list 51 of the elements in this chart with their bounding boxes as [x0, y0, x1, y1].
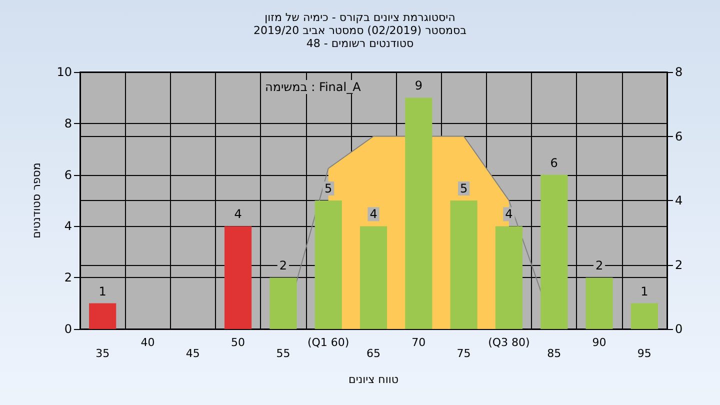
- x-tick-label: 45: [186, 347, 200, 360]
- bar: [314, 200, 342, 329]
- y-axis-title: מספר סטודנטים: [30, 162, 43, 238]
- y2-tick-label: 0: [675, 322, 683, 336]
- y-tick-label: 10: [56, 65, 72, 79]
- annotation: במשימה : Final_A: [265, 80, 362, 94]
- data-label: 4: [370, 207, 378, 222]
- data-label: 2: [595, 258, 604, 273]
- x-tick-label: 95: [637, 347, 652, 360]
- bar: [405, 98, 432, 329]
- bar: [360, 226, 388, 329]
- bar: [89, 303, 116, 329]
- x-axis-title: טווח ציונים: [348, 373, 398, 386]
- x-tick-label: 90: [592, 336, 606, 349]
- data-label: 9: [414, 78, 422, 93]
- bar: [495, 226, 523, 329]
- y2-tick-label: 4: [675, 194, 683, 208]
- data-label: 5: [324, 182, 332, 196]
- data-label: 4: [505, 207, 513, 222]
- y-tick-label: 0: [64, 322, 72, 336]
- bar: [270, 278, 297, 329]
- y-tick-label: 2: [64, 270, 72, 285]
- x-tick-label: 50: [231, 336, 246, 349]
- x-tick-label: 70: [412, 336, 426, 349]
- data-label: 5: [460, 182, 468, 196]
- y2-tick-label: 2: [675, 258, 683, 272]
- x-tick-label: (Q1 60): [307, 336, 350, 349]
- x-tick-label: 75: [456, 347, 471, 360]
- x-tick-label: 85: [547, 347, 562, 360]
- data-label: 4: [234, 207, 242, 222]
- x-tick-label: 65: [366, 347, 380, 360]
- bar: [540, 174, 568, 329]
- chart-subtitle: בסמסטר (02/2019) סמסטר אביב 2019/20 סטודנטים רשומים - 48: [253, 24, 467, 50]
- data-label: 1: [98, 284, 106, 298]
- x-tick-label: 40: [140, 336, 155, 349]
- bar: [224, 226, 252, 329]
- x-tick-label: 55: [276, 347, 290, 360]
- bar: [450, 200, 478, 329]
- bar: [630, 303, 658, 329]
- bar: [586, 278, 613, 329]
- x-tick-label: (Q3 80): [488, 336, 530, 349]
- data-label: 2: [279, 258, 288, 273]
- y2-tick-label: 6: [675, 129, 683, 144]
- x-tick-label: 35: [96, 347, 110, 360]
- data-label: 1: [640, 284, 648, 298]
- y-tick-label: 6: [64, 168, 72, 182]
- chart-title: היסטוגרמת ציונים בקורס - כימיה של מזון: [264, 11, 456, 24]
- y-tick-label: 4: [64, 219, 72, 234]
- data-label: 6: [550, 156, 558, 170]
- y-tick-label: 8: [64, 116, 72, 130]
- y2-tick-label: 8: [675, 65, 683, 79]
